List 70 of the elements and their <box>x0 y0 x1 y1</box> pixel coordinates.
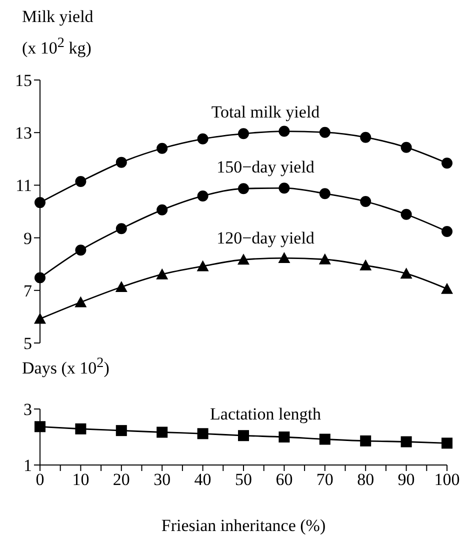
point <box>318 253 331 264</box>
series-label: Total milk yield <box>211 102 320 122</box>
y-tick-label: 3 <box>24 400 32 420</box>
point <box>360 259 372 270</box>
point <box>360 196 372 208</box>
point <box>34 421 46 432</box>
point <box>34 312 46 324</box>
point <box>441 282 453 294</box>
point <box>75 244 86 256</box>
point <box>360 132 372 143</box>
x-tick-label: 20 <box>112 470 130 490</box>
point <box>238 183 249 194</box>
point <box>156 142 168 154</box>
point <box>238 254 250 265</box>
point <box>75 176 86 188</box>
point <box>75 423 86 434</box>
point <box>278 182 290 194</box>
point <box>197 133 208 144</box>
x-tick-label: 70 <box>316 470 334 490</box>
point <box>400 208 412 220</box>
point <box>278 252 290 264</box>
y-tick-label: 13 <box>15 124 32 143</box>
point <box>360 435 372 446</box>
point <box>238 430 249 442</box>
point <box>197 190 208 202</box>
x-tick-label: 90 <box>398 470 415 490</box>
x-axis-title: Friesian inheritance (%) <box>161 516 326 535</box>
point <box>278 126 290 137</box>
point <box>74 296 87 308</box>
point <box>115 280 128 292</box>
point <box>442 226 452 237</box>
point <box>197 428 208 440</box>
series-label: Lactation length <box>210 404 322 424</box>
point <box>196 260 209 272</box>
point <box>116 425 127 436</box>
point <box>156 426 168 438</box>
point <box>442 438 452 449</box>
point <box>238 128 249 140</box>
point <box>116 223 127 234</box>
y-tick-label: 15 <box>15 71 32 90</box>
point <box>34 272 46 284</box>
point <box>116 156 127 168</box>
point <box>400 436 412 448</box>
point <box>400 142 412 153</box>
y-axis-title: Days (x 10$^{2}$) <box>22 355 110 379</box>
x-tick-label: 30 <box>154 470 171 490</box>
x-tick-label: 100 <box>434 470 460 490</box>
y-tick-label: 9 <box>24 228 32 248</box>
x-tick-label: 60 <box>276 470 293 490</box>
y-tick-label: 11 <box>16 176 32 196</box>
point <box>278 432 290 442</box>
point <box>400 268 412 279</box>
x-tick-label: 40 <box>194 470 212 490</box>
x-tick-label: 0 <box>36 470 44 490</box>
point <box>442 158 452 169</box>
x-tick-label: 50 <box>235 470 252 490</box>
y-tick-label: 7 <box>24 281 32 300</box>
y-tick-label: 1 <box>24 456 32 476</box>
y-tick-label: 5 <box>24 334 32 354</box>
point <box>34 197 46 208</box>
point <box>319 434 330 445</box>
x-tick-label: 80 <box>357 470 374 490</box>
series-label: 150−day yield <box>216 158 315 177</box>
y-axis-title: Milk yield (x 10$^{2}$ kg) <box>22 6 94 60</box>
point <box>319 126 330 138</box>
x-tick-label: 10 <box>72 470 90 490</box>
point <box>156 204 168 216</box>
series-label: 120−day yield <box>216 228 315 248</box>
point <box>319 188 330 200</box>
point <box>156 268 168 280</box>
